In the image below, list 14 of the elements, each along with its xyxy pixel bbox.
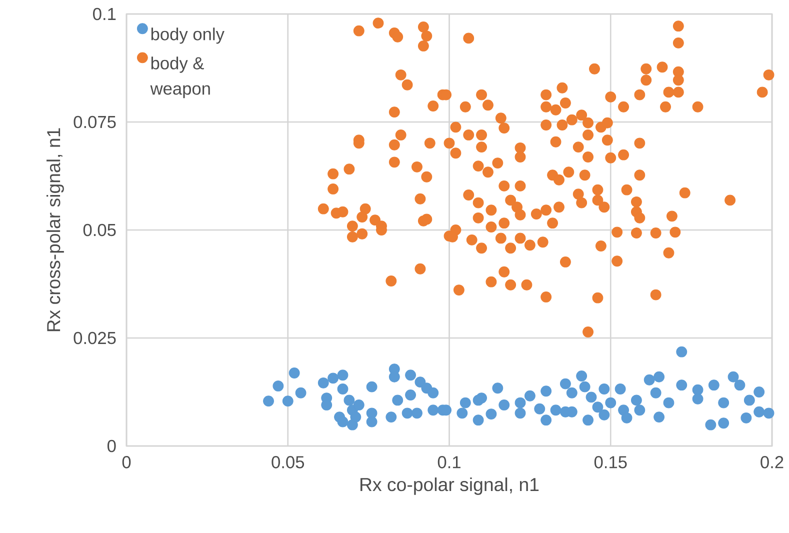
x-tick-label: 0 <box>122 456 131 468</box>
legend-label: body only <box>151 28 224 44</box>
x-tick-label: 0.15 <box>594 456 627 468</box>
y-tick-label: 0.1 <box>93 8 116 20</box>
x-tick-label: 0.05 <box>272 456 304 468</box>
y-tick-label: 0.025 <box>74 332 116 344</box>
y-tick-label: 0.075 <box>74 116 116 128</box>
y-tick-label: 0.05 <box>83 224 116 236</box>
x-tick-label: 0.2 <box>760 456 784 468</box>
y-tick-label: 0 <box>107 440 116 452</box>
x-axis-title: Rx co-polar signal, n1 <box>360 477 539 495</box>
y-axis-title: Rx cross-polar signal, n1 <box>46 128 64 332</box>
x-tick-label: 0.1 <box>438 456 460 468</box>
legend-label: body & weapon <box>150 56 210 98</box>
